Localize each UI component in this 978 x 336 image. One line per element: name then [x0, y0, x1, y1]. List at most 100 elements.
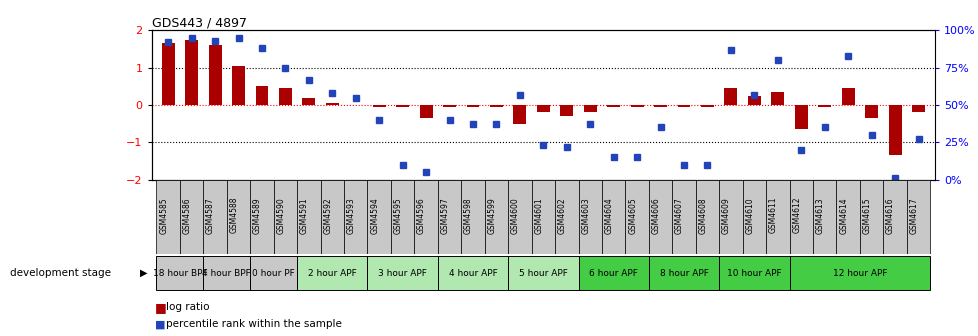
- Text: 5 hour APF: 5 hour APF: [518, 268, 567, 278]
- Text: GSM4617: GSM4617: [909, 197, 917, 234]
- Bar: [420, 105, 432, 118]
- Bar: [373, 105, 385, 107]
- Bar: [578, 180, 601, 254]
- Bar: [467, 105, 479, 107]
- Bar: [788, 180, 812, 254]
- Bar: [320, 180, 343, 254]
- Text: log ratio: log ratio: [166, 302, 209, 312]
- Text: GSM4597: GSM4597: [440, 197, 449, 234]
- Bar: [208, 45, 221, 105]
- Bar: [180, 180, 203, 254]
- Text: GSM4611: GSM4611: [768, 197, 778, 234]
- Text: GSM4614: GSM4614: [838, 197, 847, 234]
- Text: GSM4602: GSM4602: [557, 197, 566, 234]
- Bar: [625, 180, 648, 254]
- Bar: [794, 105, 807, 129]
- Bar: [297, 180, 320, 254]
- Text: GSM4601: GSM4601: [534, 197, 543, 234]
- Bar: [508, 180, 531, 254]
- Text: development stage: development stage: [10, 268, 111, 278]
- Text: 3 hour APF: 3 hour APF: [378, 268, 426, 278]
- Text: ■: ■: [155, 301, 166, 314]
- Bar: [648, 256, 719, 290]
- Bar: [232, 66, 244, 105]
- Bar: [437, 256, 508, 290]
- Text: GSM4606: GSM4606: [651, 197, 660, 234]
- Text: GSM4590: GSM4590: [276, 197, 286, 234]
- Text: GSM4585: GSM4585: [159, 197, 168, 234]
- Bar: [437, 180, 461, 254]
- Bar: [156, 180, 180, 254]
- Bar: [695, 180, 719, 254]
- Bar: [297, 256, 367, 290]
- Bar: [766, 180, 788, 254]
- Bar: [747, 96, 760, 105]
- Bar: [461, 180, 484, 254]
- Bar: [367, 256, 437, 290]
- Text: GSM4592: GSM4592: [323, 197, 332, 234]
- Text: GSM4598: GSM4598: [464, 197, 472, 234]
- Bar: [906, 180, 929, 254]
- Bar: [367, 180, 390, 254]
- Text: GSM4608: GSM4608: [697, 197, 707, 234]
- Bar: [531, 180, 555, 254]
- Text: 0 hour PF: 0 hour PF: [252, 268, 294, 278]
- Text: 12 hour APF: 12 hour APF: [832, 268, 886, 278]
- Bar: [156, 256, 203, 290]
- Text: GSM4586: GSM4586: [183, 197, 192, 234]
- Bar: [203, 256, 250, 290]
- Bar: [601, 180, 625, 254]
- Text: GSM4588: GSM4588: [229, 197, 239, 234]
- Bar: [255, 86, 268, 105]
- Bar: [882, 180, 906, 254]
- Text: GSM4599: GSM4599: [487, 197, 496, 234]
- Bar: [390, 180, 414, 254]
- Text: GSM4607: GSM4607: [675, 197, 684, 234]
- Bar: [653, 105, 666, 107]
- Bar: [719, 256, 788, 290]
- Text: GSM4613: GSM4613: [815, 197, 823, 234]
- Text: GSM4616: GSM4616: [885, 197, 894, 234]
- Bar: [227, 180, 250, 254]
- Text: GSM4593: GSM4593: [346, 197, 355, 234]
- Text: GSM4596: GSM4596: [417, 197, 425, 234]
- Text: percentile rank within the sample: percentile rank within the sample: [166, 319, 342, 329]
- Bar: [818, 105, 830, 107]
- Bar: [484, 180, 508, 254]
- Bar: [396, 105, 409, 107]
- Bar: [508, 256, 578, 290]
- Bar: [512, 105, 526, 124]
- Bar: [490, 105, 503, 107]
- Bar: [835, 180, 859, 254]
- Text: GSM4591: GSM4591: [299, 197, 308, 234]
- Bar: [771, 92, 783, 105]
- Text: GSM4609: GSM4609: [721, 197, 731, 234]
- Bar: [343, 180, 367, 254]
- Bar: [279, 88, 291, 105]
- Bar: [859, 180, 882, 254]
- Bar: [841, 88, 854, 105]
- Text: GSM4610: GSM4610: [744, 197, 754, 234]
- Bar: [742, 180, 766, 254]
- Bar: [302, 98, 315, 105]
- Text: GSM4604: GSM4604: [604, 197, 613, 234]
- Bar: [788, 256, 929, 290]
- Text: GSM4589: GSM4589: [252, 197, 262, 234]
- Bar: [250, 256, 297, 290]
- Bar: [911, 105, 924, 112]
- Bar: [559, 105, 573, 116]
- Text: ▶: ▶: [140, 268, 148, 278]
- Bar: [161, 43, 174, 105]
- Bar: [865, 105, 877, 118]
- Text: GSM4600: GSM4600: [511, 197, 519, 234]
- Text: 4 hour APF: 4 hour APF: [448, 268, 497, 278]
- Bar: [888, 105, 901, 156]
- Text: 18 hour BPF: 18 hour BPF: [153, 268, 207, 278]
- Text: 2 hour APF: 2 hour APF: [308, 268, 356, 278]
- Text: GSM4587: GSM4587: [205, 197, 215, 234]
- Text: GDS443 / 4897: GDS443 / 4897: [152, 16, 246, 29]
- Text: 8 hour APF: 8 hour APF: [659, 268, 708, 278]
- Text: 4 hour BPF: 4 hour BPF: [202, 268, 251, 278]
- Text: GSM4605: GSM4605: [628, 197, 637, 234]
- Bar: [812, 180, 835, 254]
